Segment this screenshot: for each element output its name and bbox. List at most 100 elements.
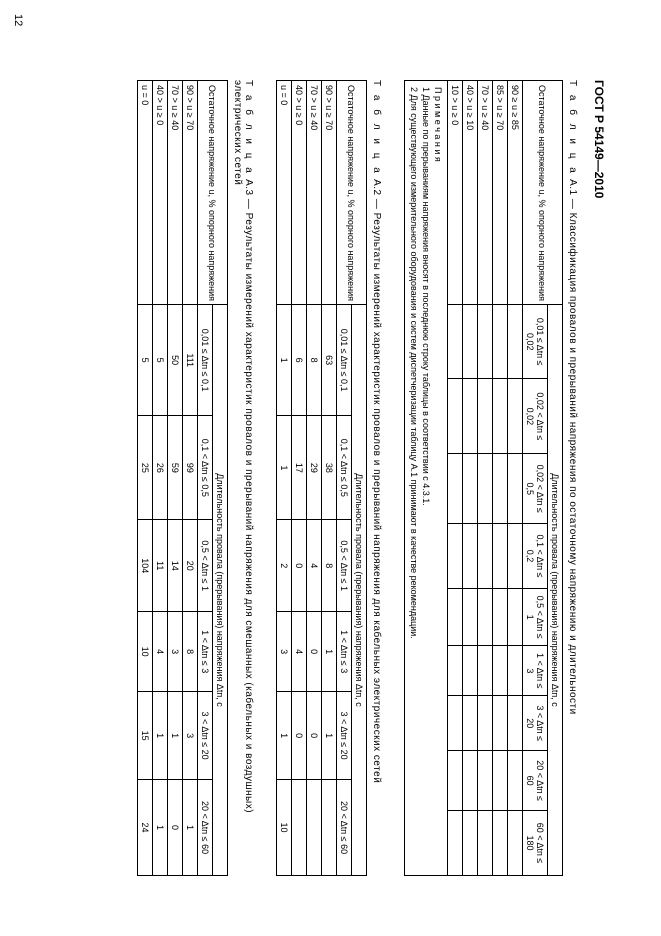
- cell: 17: [291, 416, 306, 520]
- cell: [493, 304, 508, 379]
- cell: 50: [167, 304, 182, 415]
- cell: 59: [167, 416, 182, 520]
- cell: 0: [291, 692, 306, 780]
- row-label: 70 > u ≥ 40: [306, 81, 321, 305]
- cell: 99: [182, 416, 197, 520]
- cell: [291, 780, 306, 876]
- col-header: 3 < Δtп ≤ 20: [523, 696, 548, 751]
- content: ГОСТ Р 54149—2010 Т а б л и ц а А.1 — Кл…: [0, 0, 661, 936]
- cell: [463, 811, 478, 876]
- super-header: Длительность провала (прерывания) напряж…: [212, 304, 227, 875]
- cell: 10: [137, 612, 152, 692]
- cell: 3: [182, 692, 197, 780]
- table-a3-caption: Т а б л и ц а А.3 — Результаты измерений…: [232, 80, 254, 876]
- cell: 1: [276, 416, 291, 520]
- col-header: 0,1 < Δtп ≤ 0,5: [336, 416, 351, 520]
- cell: [493, 379, 508, 454]
- notes-cell: П р и м е ч а н и я 1 Данные по прерыван…: [404, 81, 447, 876]
- cell: 3: [167, 612, 182, 692]
- col-header: 3 < Δtп ≤ 20: [197, 692, 212, 780]
- cell: 38: [321, 416, 336, 520]
- table-a2: Остаточное напряжение u, % опорного напр…: [276, 80, 367, 876]
- cell: 0: [167, 780, 182, 876]
- col-header: 1 < Δtп ≤ 3: [197, 612, 212, 692]
- cell: [508, 454, 523, 524]
- cell: 10: [276, 780, 291, 876]
- notes-title: П р и м е ч а н и я: [433, 87, 443, 162]
- cell: 15: [137, 692, 152, 780]
- col-header: 60 < Δtп ≤ 180: [523, 811, 548, 876]
- cell: 4: [291, 612, 306, 692]
- table-row: 70 > u ≥ 40505914310: [167, 81, 182, 876]
- cell: [448, 646, 463, 696]
- cell: [478, 454, 493, 524]
- col-header: 1 < Δtп ≤ 3: [336, 612, 351, 692]
- cell: 14: [167, 520, 182, 612]
- cell: [493, 524, 508, 589]
- caption-prefix: Т а б л и ц а: [371, 80, 382, 176]
- page: ГОСТ Р 54149—2010 Т а б л и ц а А.1 — Кл…: [0, 0, 661, 936]
- cell: [508, 811, 523, 876]
- col-header: 0,02 < Δtп ≤ 0,02: [523, 379, 548, 454]
- cell: 104: [137, 520, 152, 612]
- cell: 111: [182, 304, 197, 415]
- cell: 20: [182, 520, 197, 612]
- cell: 0: [291, 520, 306, 612]
- row-label: 70 > u ≥ 40: [167, 81, 182, 305]
- cell: [306, 780, 321, 876]
- table-a1: Остаточное напряжение u, % опорного напр…: [404, 80, 563, 876]
- cell: 11: [152, 520, 167, 612]
- row-label: 85 > u ≥ 70: [493, 81, 508, 305]
- table-row: Остаточное напряжение u, % опорного напр…: [212, 81, 227, 876]
- cell: [493, 646, 508, 696]
- table-row: 90 > u ≥ 706338811: [321, 81, 336, 876]
- cell: 1: [182, 780, 197, 876]
- col-header: 0,01 ≤ Δtп ≤ 0,02: [523, 304, 548, 379]
- cell: [463, 646, 478, 696]
- row-header-title: Остаточное напряжение u, % опорного напр…: [197, 81, 227, 305]
- cell: 8: [306, 304, 321, 415]
- col-header: 3 < Δtп ≤ 20: [336, 692, 351, 780]
- cell: [448, 588, 463, 645]
- row-label: 40 > u ≥ 10: [463, 81, 478, 305]
- cell: 1: [167, 692, 182, 780]
- cell: 24: [137, 780, 152, 876]
- cell: 1: [276, 304, 291, 415]
- cell: [478, 379, 493, 454]
- doc-header: ГОСТ Р 54149—2010: [592, 80, 606, 876]
- cell: 25: [137, 416, 152, 520]
- note-2: 2 Для существующего измерительного обору…: [409, 87, 419, 639]
- super-header: Длительность провала (прерывания) напряж…: [351, 304, 366, 875]
- row-label: 90 > u ≥ 70: [182, 81, 197, 305]
- row-label: 90 ≥ u ≥ 85: [508, 81, 523, 305]
- row-label: u = 0: [137, 81, 152, 305]
- table-row: 90 > u ≥ 701119920831: [182, 81, 197, 876]
- cell: [493, 811, 508, 876]
- table-row: u = 01123110: [276, 81, 291, 876]
- cell: [508, 379, 523, 454]
- caption-prefix: Т а б л и ц а: [567, 80, 578, 176]
- cell: 29: [306, 416, 321, 520]
- cell: [321, 780, 336, 876]
- table-row: u = 0525104101524: [137, 81, 152, 876]
- table-row: 70 > u ≥ 40: [478, 81, 493, 876]
- caption-label: А.1 — Классификация провалов и прерывани…: [567, 179, 578, 715]
- cell: [463, 588, 478, 645]
- cell: [478, 696, 493, 751]
- cell: [463, 454, 478, 524]
- cell: 26: [152, 416, 167, 520]
- col-header: 1 < Δtп ≤ 3: [523, 646, 548, 696]
- caption-label: А.3 — Результаты измерений характеристик…: [232, 80, 254, 813]
- cell: [448, 524, 463, 589]
- table-row: 70 > u ≥ 40829400: [306, 81, 321, 876]
- cell: [448, 379, 463, 454]
- cell: [478, 304, 493, 379]
- cell: [508, 751, 523, 811]
- row-label: 70 > u ≥ 40: [478, 81, 493, 305]
- col-header: 0,1 < Δtп ≤ 0,5: [197, 416, 212, 520]
- cell: 4: [306, 520, 321, 612]
- cell: 6: [291, 304, 306, 415]
- col-header: 0,5 < Δtп ≤ 1: [523, 588, 548, 645]
- table-row: 10 > u ≥ 0: [448, 81, 463, 876]
- cell: [463, 696, 478, 751]
